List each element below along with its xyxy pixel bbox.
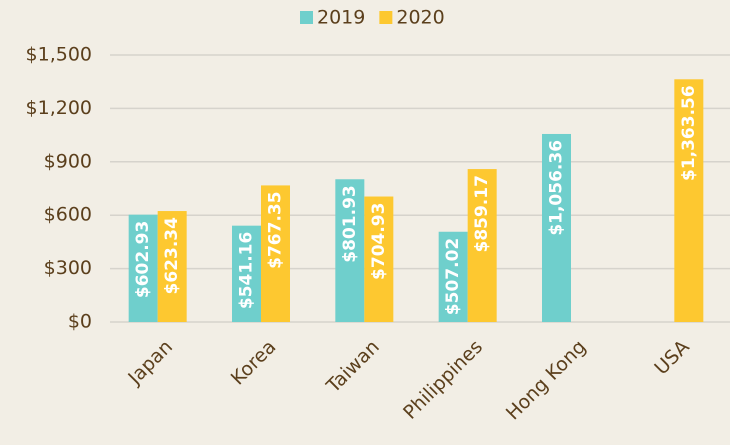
legend-label: 2020 xyxy=(396,7,444,29)
bar xyxy=(335,179,365,322)
value-label: $859.17 xyxy=(472,175,492,252)
value-label: $704.93 xyxy=(369,203,389,280)
legend-swatch xyxy=(300,11,313,24)
y-tick-label: $1,500 xyxy=(26,44,92,66)
y-tick-label: $900 xyxy=(44,150,92,172)
value-label: $801.93 xyxy=(340,185,360,262)
bar xyxy=(438,231,468,322)
bar xyxy=(542,133,571,322)
legend-swatch xyxy=(379,11,393,24)
x-tick-label: Hong Kong xyxy=(502,336,591,425)
y-tick-label: $0 xyxy=(68,311,92,333)
bar xyxy=(157,211,187,322)
bar xyxy=(467,169,497,322)
value-label: $1,363.56 xyxy=(679,85,699,181)
x-tick-label: USA xyxy=(650,336,693,379)
x-tick-label: Japan xyxy=(123,336,177,390)
value-label: $602.93 xyxy=(133,221,153,298)
y-tick-label: $600 xyxy=(44,204,92,226)
x-tick-label: Philippines xyxy=(399,336,487,424)
bar xyxy=(128,214,158,322)
value-label: $623.34 xyxy=(162,217,182,295)
bar xyxy=(232,225,261,322)
bar xyxy=(674,79,704,323)
value-label: $767.35 xyxy=(266,191,286,268)
x-tick-label: Taiwan xyxy=(322,336,384,398)
y-tick-label: $1,200 xyxy=(26,97,92,119)
value-label: $541.16 xyxy=(237,232,257,309)
legend-label: 2019 xyxy=(317,7,365,29)
value-label: $507.02 xyxy=(443,238,463,315)
bar xyxy=(261,185,290,322)
x-tick-label: Korea xyxy=(227,336,281,390)
bar xyxy=(364,196,394,322)
value-label: $1,056.36 xyxy=(547,140,567,236)
y-tick-label: $300 xyxy=(44,257,92,279)
